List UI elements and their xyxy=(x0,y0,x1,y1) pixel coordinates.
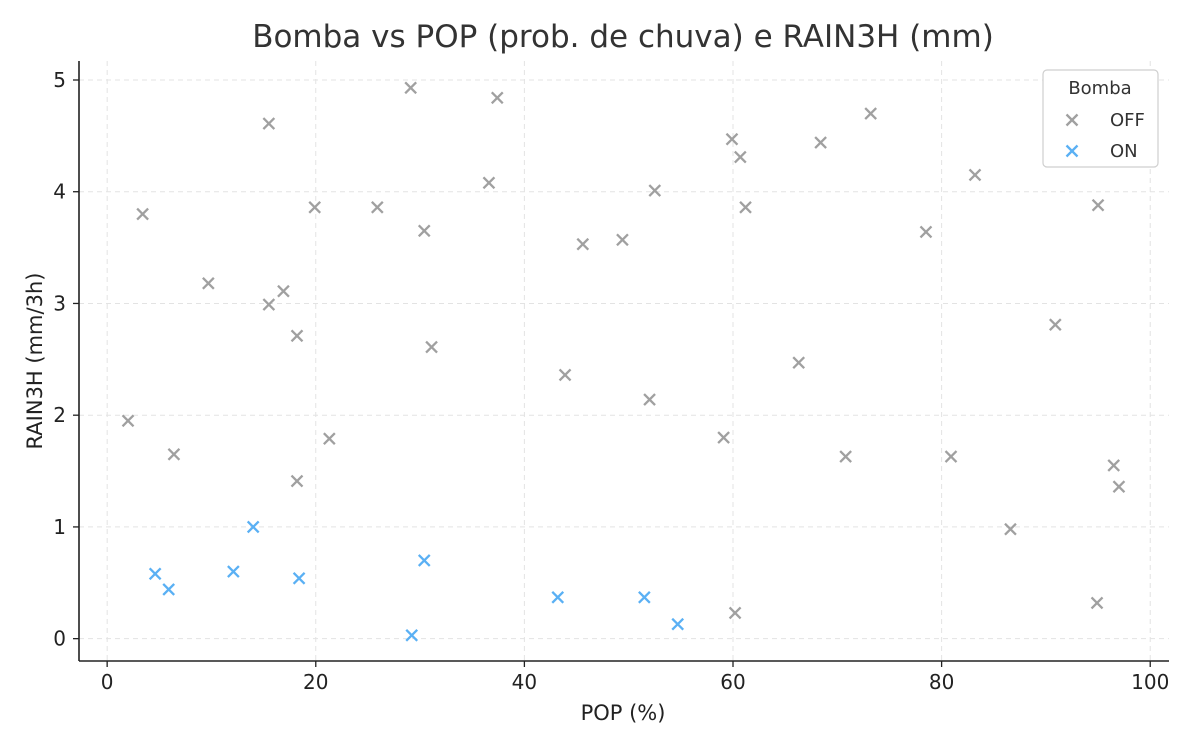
data-point-on xyxy=(405,628,419,642)
data-point-off xyxy=(121,414,135,428)
y-axis-label: RAIN3H (mm/3h) xyxy=(23,273,47,450)
data-point-off xyxy=(576,237,590,251)
data-point-off xyxy=(643,393,656,406)
data-point-off xyxy=(968,168,982,182)
data-point-off xyxy=(717,431,730,444)
legend-marker-on xyxy=(1065,144,1079,158)
data-point-off xyxy=(308,201,322,214)
data-point-on xyxy=(292,572,306,585)
data-point-off xyxy=(490,91,504,105)
data-point-on xyxy=(638,590,651,604)
data-point-off xyxy=(739,201,752,214)
data-point-off xyxy=(136,207,149,221)
data-point-on xyxy=(551,590,565,604)
data-point-off xyxy=(371,201,384,214)
data-point-off xyxy=(839,450,852,463)
data-point-off xyxy=(417,224,431,238)
data-point-off xyxy=(733,150,747,164)
x-tick-label: 0 xyxy=(101,670,114,694)
data-point-off xyxy=(277,284,290,298)
data-point-off xyxy=(1090,596,1104,610)
data-point-off xyxy=(1107,459,1121,472)
data-point-off xyxy=(262,298,276,311)
y-tick-label: 2 xyxy=(53,403,66,427)
x-tick-label: 100 xyxy=(1131,670,1169,694)
data-point-off xyxy=(425,340,438,354)
data-point-off xyxy=(1091,198,1105,212)
ticks-layer: 0 20 40 60 80 100 0 1 2 3 4 5 xyxy=(53,68,1169,694)
data-point-off xyxy=(944,450,958,463)
axes-layer xyxy=(78,61,1169,662)
x-axis-label: POP (%) xyxy=(581,701,666,725)
data-point-off xyxy=(1112,480,1126,494)
y-tick-label: 4 xyxy=(53,180,66,204)
data-point-off xyxy=(290,474,304,488)
grid-layer xyxy=(79,61,1169,661)
data-point-on xyxy=(148,567,162,581)
data-point-off xyxy=(1048,318,1062,332)
x-tick-label: 60 xyxy=(720,670,745,694)
data-point-off xyxy=(616,233,629,247)
legend-box xyxy=(1042,69,1159,168)
data-point-off xyxy=(919,225,933,239)
data-point-off xyxy=(262,117,276,130)
chart-title: Bomba vs POP (prob. de chuva) e RAIN3H (… xyxy=(252,19,994,55)
data-point-off xyxy=(323,432,336,445)
x-tick-label: 40 xyxy=(512,670,537,694)
data-point-off xyxy=(814,136,827,149)
data-point-off xyxy=(202,277,215,290)
y-tick-label: 3 xyxy=(53,291,66,315)
data-point-on xyxy=(246,520,260,534)
data-point-off xyxy=(290,329,304,343)
data-point-off xyxy=(792,356,806,369)
data-point-off xyxy=(558,368,572,382)
legend-label-on: ON xyxy=(1110,141,1138,162)
legend-title: Bomba xyxy=(1068,78,1131,99)
legend-marker-off xyxy=(1065,113,1079,127)
marks-layer xyxy=(121,81,1126,642)
data-point-off xyxy=(728,606,742,620)
legend-label-off: OFF xyxy=(1110,110,1145,131)
legend: Bomba OFF ON xyxy=(1042,69,1159,168)
data-point-off xyxy=(725,132,739,146)
data-point-on xyxy=(417,554,431,567)
data-point-on xyxy=(227,565,240,578)
data-point-off xyxy=(404,81,418,95)
data-point-off xyxy=(1004,522,1017,536)
x-tick-label: 20 xyxy=(303,670,328,694)
data-point-off xyxy=(482,176,496,190)
data-point-on xyxy=(162,583,176,596)
y-tick-label: 0 xyxy=(53,627,66,651)
data-point-off xyxy=(648,184,662,197)
y-tick-label: 1 xyxy=(53,515,66,539)
data-point-off xyxy=(864,107,877,120)
x-tick-label: 80 xyxy=(929,670,954,694)
data-point-on xyxy=(671,617,685,631)
y-tick-label: 5 xyxy=(53,68,66,92)
legend-entries: OFF ON xyxy=(1065,110,1145,162)
data-point-off xyxy=(167,447,181,461)
